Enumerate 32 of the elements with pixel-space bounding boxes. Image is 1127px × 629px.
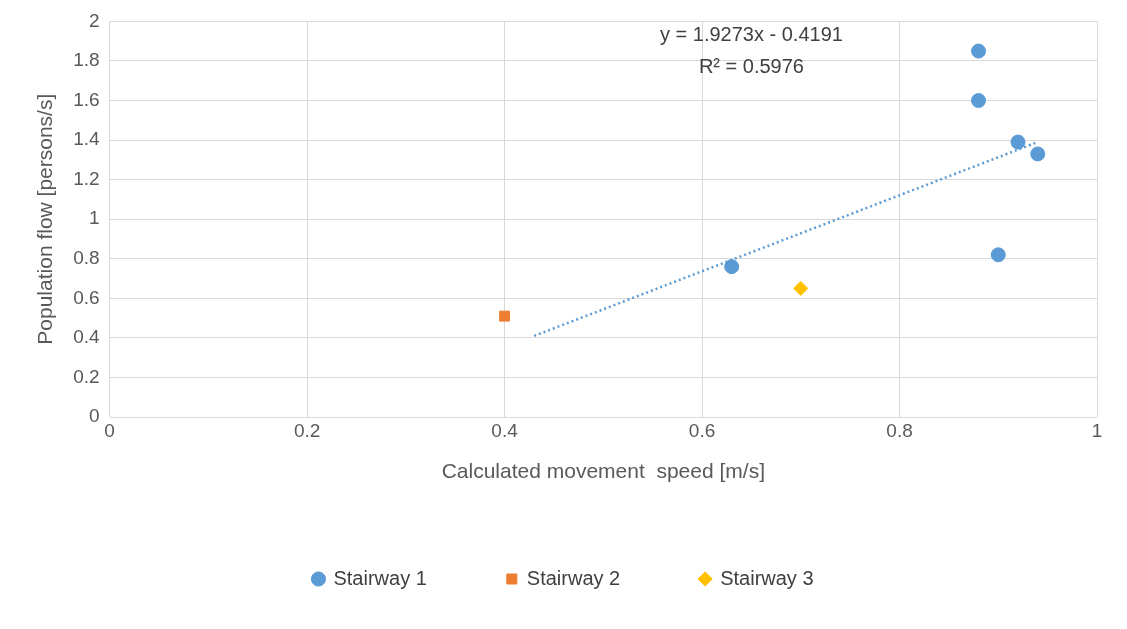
annotation: y = 1.9273x - 0.4191: [659, 22, 843, 45]
x-tick-label: 0: [104, 419, 115, 441]
point: [793, 280, 809, 296]
y-tick-label: 1: [89, 207, 100, 229]
x-tick-label: 0.2: [293, 419, 321, 441]
x-tick-label: 1: [1091, 419, 1103, 441]
y-tick-label: 2: [89, 9, 100, 31]
y-tick-label: 1.2: [73, 167, 100, 189]
point: [499, 310, 511, 322]
x-tick-label: 0.4: [491, 419, 519, 441]
legend-label: Stairway 1: [333, 566, 427, 589]
y-tick-label: 0.8: [73, 246, 100, 268]
x-axis-title: Calculated movement speed [m/s]: [441, 459, 765, 483]
x-tick-label: 0.6: [688, 419, 716, 441]
x-tick-label: 0.8: [886, 419, 913, 441]
y-tick-label: 1.8: [73, 49, 100, 71]
legend-label: Stairway 2: [526, 566, 621, 589]
y-tick-label: 0.2: [73, 365, 100, 387]
y-tick-label: 0.4: [73, 326, 101, 348]
y-tick-label: 0.6: [73, 286, 100, 308]
point: [971, 43, 987, 59]
point: [971, 93, 987, 109]
legend-label: Stairway 3: [720, 566, 814, 589]
y-tick-label: 1.6: [73, 88, 100, 110]
y-axis-title: Population flow [persons/s]: [33, 93, 57, 345]
y-tick-label: 1.4: [73, 128, 101, 150]
point: [1030, 146, 1046, 162]
annotation: R² = 0.5976: [698, 54, 804, 77]
point: [1010, 134, 1026, 150]
point: [990, 247, 1006, 263]
y-tick-label: 0: [89, 405, 100, 427]
point: [724, 259, 740, 275]
